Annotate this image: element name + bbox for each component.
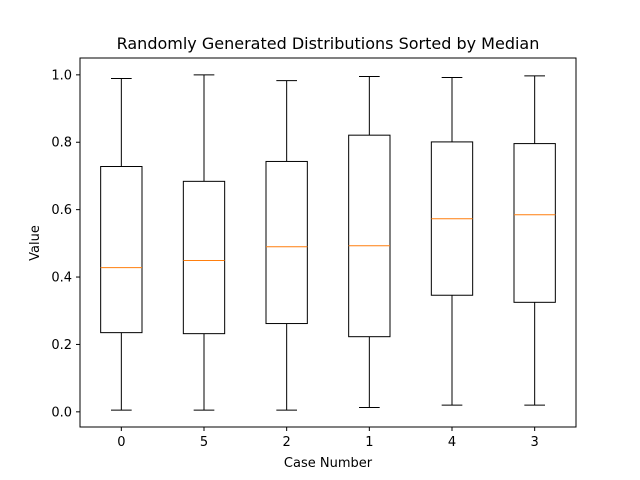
y-tick-label: 0.6 <box>51 203 72 218</box>
box-1 <box>348 134 391 338</box>
box-2 <box>265 160 308 325</box>
x-tick-label: 4 <box>448 435 456 450</box>
y-tick-label: 0.8 <box>51 136 72 151</box>
box-0 <box>100 166 143 334</box>
y-tick-label: 1.0 <box>51 68 72 83</box>
box-5 <box>182 180 226 335</box>
box-3 <box>513 143 556 303</box>
y-tick-label: 0.4 <box>51 271 72 286</box>
axes-frame <box>79 57 577 428</box>
x-tick-label: 1 <box>365 435 373 450</box>
y-axis-label: Value <box>28 225 43 261</box>
y-tick-label: 0.2 <box>51 338 72 353</box>
y-tick-label: 0.0 <box>51 405 72 420</box>
plot-area: 0.0 0.2 0.4 0.6 0.8 1.0 0 5 2 1 4 3 <box>51 57 577 450</box>
chart-title: Randomly Generated Distributions Sorted … <box>117 34 540 53</box>
x-tick-label: 2 <box>283 435 291 450</box>
x-axis-label: Case Number <box>284 456 373 471</box>
x-tick-label: 0 <box>117 435 125 450</box>
x-tick-label: 3 <box>531 435 539 450</box>
x-tick-label: 5 <box>200 435 208 450</box>
